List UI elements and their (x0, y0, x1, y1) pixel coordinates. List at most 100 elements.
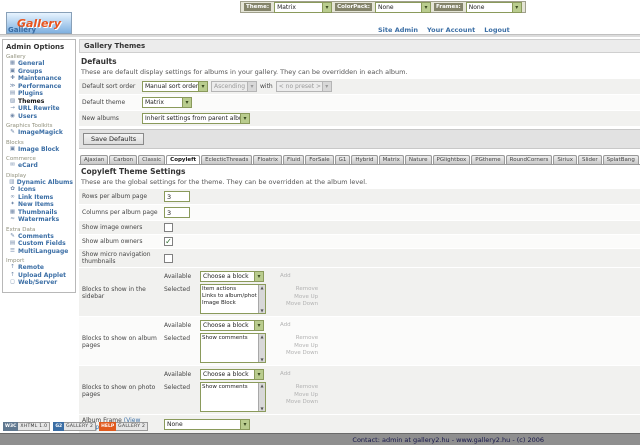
sidebar-item-watermarks[interactable]: ≈ Watermarks (6, 216, 73, 224)
sidebar-item-url-rewrite[interactable]: → URL Rewrite (6, 105, 73, 113)
listbox-scrollbar[interactable] (258, 334, 265, 362)
listbox-option[interactable]: Image Block (202, 300, 236, 306)
tab-floatrix[interactable]: Floatrix (253, 155, 283, 164)
gallery-logo[interactable]: Gallery (6, 12, 72, 34)
choose-block-select[interactable]: Choose a block (200, 271, 264, 282)
sort-direction-select[interactable]: Ascending (211, 81, 257, 92)
sidebar-item-comments[interactable]: ✎ Comments (6, 233, 73, 241)
columns-per-page-input[interactable] (164, 207, 190, 218)
choose-block-select[interactable]: Choose a block (200, 369, 264, 380)
new-albums-row: New albums Inherit settings from parent … (79, 111, 640, 126)
sidebar-item-general[interactable]: ▦ General (6, 60, 73, 68)
show-album-owners-checkbox[interactable] (164, 237, 173, 246)
move-down-button[interactable]: Move Down (286, 350, 319, 356)
remove-block-button[interactable]: Remove (295, 286, 319, 292)
sidebar-item-upload-applet[interactable]: ↑ Upload Applet (6, 272, 73, 280)
show-micro-nav-checkbox[interactable] (164, 253, 173, 263)
tab-hybrid[interactable]: Hybrid (351, 155, 378, 164)
sidebar-item-thumbnails[interactable]: ▦ Thumbnails (6, 209, 73, 217)
tab-ajaxian[interactable]: Ajaxian (80, 155, 109, 164)
move-up-button[interactable]: Move Up (294, 391, 319, 398)
tab-carbon[interactable]: Carbon (109, 155, 138, 164)
listbox-scrollbar[interactable] (258, 285, 265, 313)
badge-gallery-2[interactable]: G2 GALLERY 2 (53, 422, 97, 431)
groups-icon: ▣ (9, 67, 16, 74)
sidebar-item-imagemagick[interactable]: ✎ ImageMagick (6, 129, 73, 137)
choose-block-select[interactable]: Choose a block (200, 320, 264, 331)
tab-matrix[interactable]: Matrix (378, 155, 404, 164)
sort-preset-select[interactable]: < no preset > (275, 81, 332, 92)
tab-classic[interactable]: Classic (138, 155, 166, 164)
listbox-option[interactable]: Show comments (202, 335, 248, 341)
save-defaults-button[interactable]: Save Defaults (83, 133, 145, 145)
main-content: Gallery Themes Defaults These are defaul… (79, 39, 640, 445)
remove-block-button[interactable]: Remove (295, 335, 319, 341)
move-up-button[interactable]: Move Up (294, 342, 319, 349)
sidebar-item-image-block[interactable]: ▣ Image Block (6, 146, 73, 154)
chevron-down-icon (511, 2, 521, 12)
tab-forsale[interactable]: ForSale (305, 155, 334, 164)
badge-gallery-2[interactable]: HELP GALLERY 2 (99, 422, 149, 431)
sidebar-item-multilanguage[interactable]: ☰ MultiLanguage (6, 248, 73, 256)
chevron-down-icon (182, 98, 191, 107)
sidebar-item-remote[interactable]: ↑ Remote (6, 264, 73, 272)
sidebar-item-groups[interactable]: ▣ Groups (6, 68, 73, 76)
add-block-button[interactable]: Add (280, 371, 291, 377)
sidebar-item-plugins[interactable]: ▤ Plugins (6, 90, 73, 98)
colorpack-quick-select[interactable]: None (374, 1, 431, 13)
move-down-button[interactable]: Move Down (286, 301, 319, 307)
move-down-button[interactable]: Move Down (286, 399, 319, 405)
sidebar-item-link-items[interactable]: ∞ Link Items (6, 194, 73, 202)
selected-blocks-listbox[interactable]: Show comments (200, 333, 266, 363)
album-frame-select[interactable]: None (164, 418, 250, 430)
tab-eclecticthreads[interactable]: EclecticThreads (201, 155, 253, 164)
show-image-owners-checkbox[interactable] (164, 223, 173, 232)
badge-xhtml-1-0[interactable]: W3C XHTML 1.0 (3, 422, 51, 431)
link-items-icon: ∞ (10, 193, 15, 200)
sidebar-item-new-items[interactable]: ✦ New Items (6, 201, 73, 209)
sidebar-item-maintenance[interactable]: ✚ Maintenance (6, 75, 73, 83)
album-frame-view-samples-link[interactable]: (View Samples): (82, 417, 141, 431)
listbox-option[interactable]: Show comments (202, 384, 248, 390)
quick-settings-bar: Theme: Matrix ColorPack: None Frames: No… (240, 1, 526, 13)
sidebar-item-ecard[interactable]: ✉ eCard (6, 162, 73, 170)
sidebar-item-dynamic-albums[interactable]: ▥ Dynamic Albums (6, 179, 73, 187)
sidebar-item-themes[interactable]: ▨ Themes (6, 98, 73, 106)
tab-siriux[interactable]: Siriux (553, 155, 577, 164)
sidebar-item-performance[interactable]: ≫ Performance (6, 83, 73, 91)
tab-nature[interactable]: Nature (404, 155, 432, 164)
remove-block-button[interactable]: Remove (295, 384, 319, 390)
tab-fluid[interactable]: Fluid (283, 155, 305, 164)
tab-g1[interactable]: G1 (334, 155, 351, 164)
tab-splatbang[interactable]: SplatBang (602, 155, 639, 164)
tab-roundcorners[interactable]: RoundCorners (505, 155, 553, 164)
tab-pglightbox[interactable]: PGlightbox (432, 155, 471, 164)
breadcrumb[interactable]: Gallery (8, 26, 37, 34)
sidebar-item-icons[interactable]: ✿ Icons (6, 186, 73, 194)
theme-quick-select[interactable]: Matrix (274, 1, 333, 13)
your-account-link[interactable]: Your Account (427, 26, 476, 34)
selected-blocks-listbox[interactable]: Show comments (200, 382, 266, 412)
sidebar-item-custom-fields[interactable]: ▤ Custom Fields (6, 240, 73, 248)
new-albums-select[interactable]: Inherit settings from parent album (142, 113, 250, 124)
listbox-option[interactable]: Item actions (202, 286, 237, 292)
sidebar-item-label: Watermarks (18, 216, 60, 223)
sidebar-item-web-server[interactable]: ◻ Web/Server (6, 279, 73, 287)
move-up-button[interactable]: Move Up (294, 293, 319, 300)
sidebar-item-users[interactable]: ◉ Users (6, 113, 73, 121)
site-admin-link[interactable]: Site Admin (378, 26, 418, 34)
frames-quick-select[interactable]: None (465, 1, 522, 13)
add-block-button[interactable]: Add (280, 273, 291, 279)
rows-per-page-input[interactable] (164, 191, 190, 202)
sort-order-select[interactable]: Manual sort order (142, 81, 208, 92)
listbox-scrollbar[interactable] (258, 383, 265, 411)
tab-pgtheme[interactable]: PGtheme (471, 155, 505, 164)
default-theme-select[interactable]: Matrix (142, 97, 192, 108)
logout-link[interactable]: Logout (484, 26, 510, 34)
tab-slider[interactable]: Slider (577, 155, 602, 164)
add-block-button[interactable]: Add (280, 322, 291, 328)
chevron-down-icon (321, 82, 331, 91)
listbox-option[interactable]: Links to album/photo peers (202, 293, 257, 299)
tab-copyleft[interactable]: Copyleft (166, 155, 201, 164)
